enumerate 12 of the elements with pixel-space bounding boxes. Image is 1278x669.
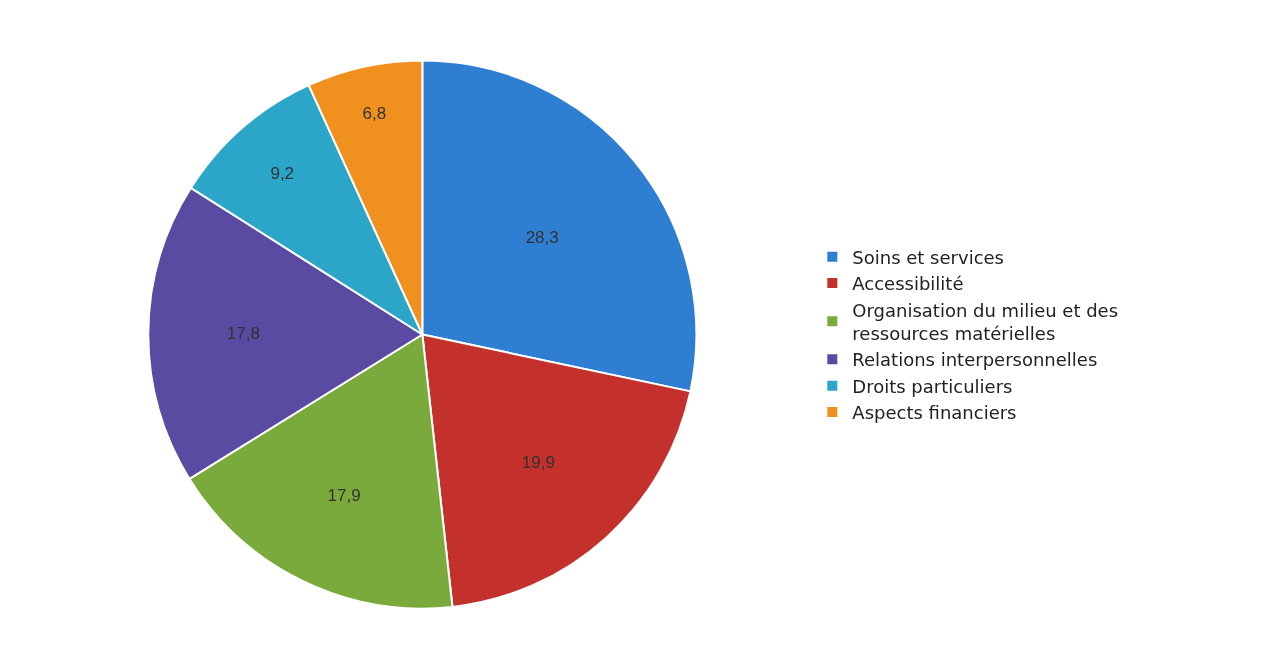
data-label: 6,8 — [362, 104, 387, 124]
legend-label: Relations interpersonnelles — [852, 349, 1098, 371]
legend-label: Aspects financiers — [852, 402, 1017, 424]
legend-label: Organisation du milieu et des ressources matérielles — [852, 299, 1119, 344]
data-label: 28,3 — [525, 227, 559, 247]
legend-label: Accessibilité — [852, 273, 964, 295]
data-label: 17,8 — [226, 324, 260, 344]
legend-label: Soins et services — [852, 246, 1004, 268]
data-label: 19,9 — [521, 453, 555, 473]
data-label: 9,2 — [270, 164, 295, 184]
data-label: 17,9 — [327, 485, 361, 505]
legend-label: Droits particuliers — [852, 375, 1013, 397]
